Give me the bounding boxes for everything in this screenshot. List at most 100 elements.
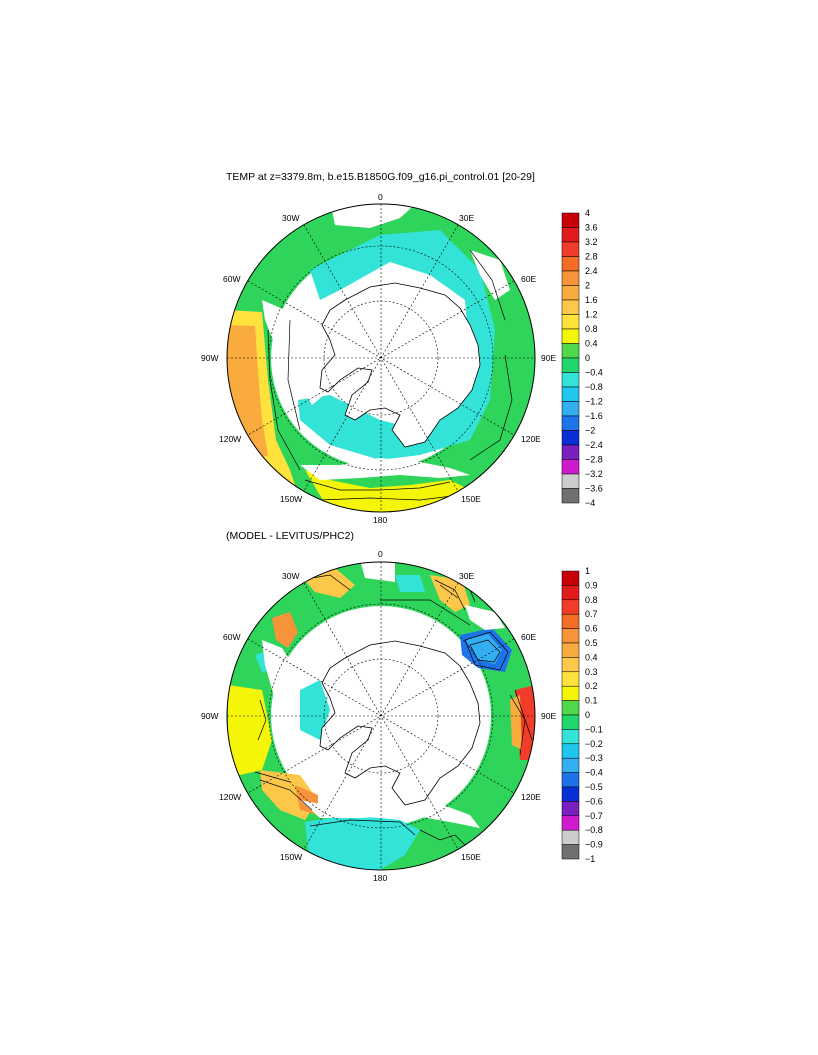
bottom-lon-label-30w: 30W xyxy=(282,571,299,581)
colorbar-tick-label: −0.1 xyxy=(585,724,603,734)
colorbar-tick-label: −0.7 xyxy=(585,811,603,821)
colorbar-tick-label: 2.4 xyxy=(585,266,598,276)
colorbar-tick-label: 1.2 xyxy=(585,310,598,320)
top-lon-label-90w: 90W xyxy=(201,353,218,363)
top-map-border xyxy=(226,203,536,513)
top-lon-label-60e: 60E xyxy=(521,274,536,284)
colorbar-swatch xyxy=(561,386,580,402)
colorbar-swatch xyxy=(561,844,580,860)
colorbar-swatch xyxy=(561,488,580,504)
colorbar-swatch xyxy=(561,757,580,773)
colorbar-swatch xyxy=(561,415,580,431)
colorbar-tick-label: 0.4 xyxy=(585,339,598,349)
colorbar-tick-label: 3.6 xyxy=(585,223,598,233)
top-lon-label-150w: 150W xyxy=(280,494,302,504)
colorbar-swatch xyxy=(561,585,580,601)
colorbar-swatch xyxy=(561,372,580,388)
diff-field-yellow-west xyxy=(228,685,272,775)
colorbar-tick-label: −0.3 xyxy=(585,753,603,763)
top-lon-label-30w: 30W xyxy=(282,213,299,223)
colorbar-swatch xyxy=(561,270,580,286)
top-lon-label-90e: 90E xyxy=(541,353,556,363)
colorbar-tick-label: −0.6 xyxy=(585,796,603,806)
top-lon-label-180: 180 xyxy=(373,515,387,525)
colorbar-swatch xyxy=(561,700,580,716)
colorbar-swatch xyxy=(561,729,580,745)
top-lon-label-120w: 120W xyxy=(219,434,241,444)
colorbar-swatch xyxy=(561,685,580,701)
bottom-map-border xyxy=(226,561,536,871)
colorbar-swatch xyxy=(561,314,580,330)
colorbar-tick-label: 0.1 xyxy=(585,696,598,706)
colorbar-swatch xyxy=(561,772,580,788)
top-colorbar: 4 3.6 3.2 2.8 2.4 2 1.6 1.2 0.8 0.4 0 −0.4 −0.8 −1.2 −… xyxy=(561,208,603,508)
colorbar-tick-label: −3.2 xyxy=(585,469,603,479)
colorbar-tick-label: −2.4 xyxy=(585,440,603,450)
top-lon-label-150e: 150E xyxy=(461,494,481,504)
colorbar-swatch xyxy=(561,430,580,446)
colorbar-swatch xyxy=(561,657,580,673)
colorbar-tick-label: 1.6 xyxy=(585,295,598,305)
bottom-graticule xyxy=(227,562,535,870)
colorbar-swatch xyxy=(561,256,580,272)
colorbar-swatch xyxy=(561,801,580,817)
colorbar-tick-label: −3.6 xyxy=(585,484,603,494)
top-lon-label-120e: 120E xyxy=(521,434,541,444)
colorbar-swatch xyxy=(561,743,580,759)
colorbar-tick-label: 0.7 xyxy=(585,609,598,619)
bottom-lon-label-60w: 60W xyxy=(223,632,240,642)
bottom-panel-title: (MODEL - LEVITUS/PHC2) xyxy=(226,530,354,542)
colorbar-swatch xyxy=(561,613,580,629)
bottom-lon-label-120e: 120E xyxy=(521,792,541,802)
diff-field-orange-60w xyxy=(272,612,298,648)
top-polar-map: 0 30E 60E 90E 120E 150E 180 150W 120W 90… xyxy=(201,192,556,525)
colorbar-tick-label: −1.2 xyxy=(585,397,603,407)
colorbar-swatch xyxy=(561,241,580,257)
bottom-lon-label-150w: 150W xyxy=(280,852,302,862)
colorbar-swatch xyxy=(561,357,580,373)
colorbar-tick-label: 0.8 xyxy=(585,324,598,334)
colorbar-tick-label: 2.8 xyxy=(585,252,598,262)
top-graticule xyxy=(227,204,535,512)
bottom-polar-map: 0 30E 60E 90E 120E 150E 180 150W 120W 90… xyxy=(201,549,556,883)
colorbar-tick-label: −0.5 xyxy=(585,782,603,792)
colorbar-tick-label: 2 xyxy=(585,281,590,291)
bottom-lon-label-90w: 90W xyxy=(201,711,218,721)
diff-field-cyan-south xyxy=(305,815,420,870)
colorbar-tick-label: 0.5 xyxy=(585,638,598,648)
colorbar-tick-label: −1.6 xyxy=(585,411,603,421)
temp-field-yellow-south xyxy=(305,470,470,512)
colorbar-tick-label: −0.4 xyxy=(585,368,603,378)
colorbar-tick-label: 0.2 xyxy=(585,681,598,691)
colorbar-tick-label: 0.9 xyxy=(585,580,598,590)
colorbar-tick-label: 1 xyxy=(585,566,590,576)
colorbar-swatch xyxy=(561,328,580,344)
colorbar-swatch xyxy=(561,227,580,243)
bottom-lon-label-120w: 120W xyxy=(219,792,241,802)
colorbar-tick-label: −2 xyxy=(585,426,595,436)
colorbar-tick-label: −0.2 xyxy=(585,739,603,749)
colorbar-tick-label: 0 xyxy=(585,353,590,363)
colorbar-tick-label: −0.8 xyxy=(585,825,603,835)
colorbar-tick-label: 0.8 xyxy=(585,595,598,605)
colorbar-swatch xyxy=(561,570,580,586)
colorbar-swatch xyxy=(561,299,580,315)
colorbar-swatch xyxy=(561,829,580,845)
colorbar-swatch xyxy=(561,628,580,644)
top-lon-label-30e: 30E xyxy=(459,213,474,223)
bottom-colorbar: 1 0.9 0.8 0.7 0.6 0.5 0.4 0.3 0.2 0.1 0 −0.1 −0.2 −0.… xyxy=(561,566,603,864)
colorbar-swatch xyxy=(561,343,580,359)
colorbar-swatch xyxy=(561,786,580,802)
colorbar-tick-label: −4 xyxy=(585,498,595,508)
colorbar-swatch xyxy=(561,671,580,687)
colorbar-tick-label: −0.4 xyxy=(585,768,603,778)
colorbar-swatch xyxy=(561,401,580,417)
colorbar-tick-label: −2.8 xyxy=(585,455,603,465)
colorbar-swatch xyxy=(561,714,580,730)
colorbar-swatch xyxy=(561,285,580,301)
colorbar-tick-label: −0.9 xyxy=(585,840,603,850)
colorbar-swatch xyxy=(561,815,580,831)
bottom-lon-label-0: 0 xyxy=(378,549,383,559)
colorbar-tick-label: −1 xyxy=(585,854,595,864)
